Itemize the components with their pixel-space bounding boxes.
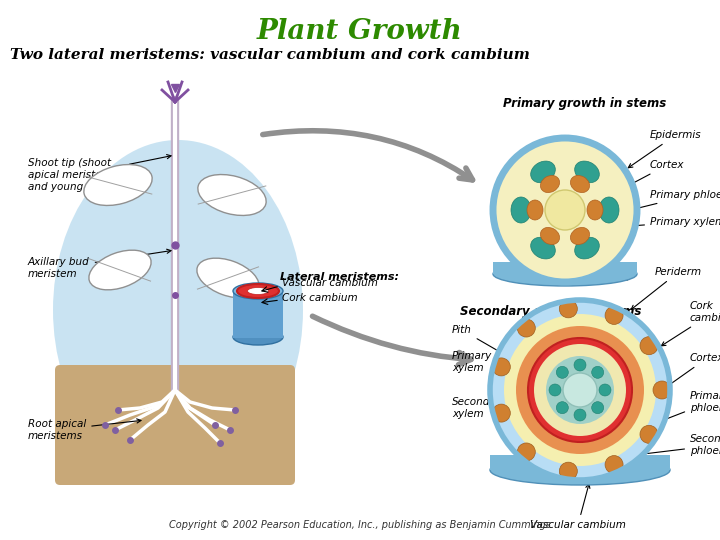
Text: Epidermis: Epidermis [629, 130, 701, 168]
Ellipse shape [490, 455, 670, 485]
Circle shape [592, 402, 603, 414]
Text: Vascular cambium: Vascular cambium [530, 484, 626, 530]
Circle shape [493, 138, 637, 282]
Ellipse shape [84, 165, 152, 205]
Ellipse shape [237, 284, 279, 298]
Ellipse shape [89, 250, 151, 290]
Circle shape [516, 326, 644, 454]
Ellipse shape [531, 237, 555, 259]
FancyBboxPatch shape [493, 262, 637, 274]
Ellipse shape [233, 329, 283, 345]
Circle shape [546, 356, 614, 424]
Circle shape [653, 381, 671, 399]
Circle shape [492, 404, 510, 422]
Ellipse shape [248, 287, 269, 294]
Text: Plant Growth: Plant Growth [257, 18, 463, 45]
Text: Shoot tip (shoot
apical meristem
and young leaves): Shoot tip (shoot apical meristem and you… [28, 154, 171, 192]
Circle shape [534, 344, 626, 436]
Ellipse shape [531, 161, 555, 183]
Circle shape [490, 300, 670, 480]
Text: Secondary growth in stems: Secondary growth in stems [460, 305, 642, 318]
Circle shape [545, 190, 585, 230]
FancyBboxPatch shape [55, 365, 295, 485]
Circle shape [640, 426, 658, 443]
Ellipse shape [575, 161, 599, 183]
Circle shape [605, 456, 623, 474]
Ellipse shape [511, 197, 531, 223]
Text: Cork
cambium: Cork cambium [662, 301, 720, 346]
Ellipse shape [541, 227, 559, 245]
Ellipse shape [541, 176, 559, 193]
Ellipse shape [527, 200, 543, 220]
Ellipse shape [197, 258, 259, 298]
Ellipse shape [570, 176, 590, 193]
Ellipse shape [570, 227, 590, 245]
Circle shape [640, 336, 658, 355]
FancyBboxPatch shape [233, 291, 283, 338]
Circle shape [592, 366, 603, 379]
Text: Axillary bud
meristem: Axillary bud meristem [28, 249, 171, 279]
Ellipse shape [233, 283, 283, 299]
Circle shape [605, 306, 623, 325]
Ellipse shape [248, 287, 269, 294]
Ellipse shape [493, 262, 637, 286]
Circle shape [559, 300, 577, 318]
Text: Cork cambium: Cork cambium [282, 293, 358, 303]
Text: Root apical
meristems: Root apical meristems [28, 419, 141, 441]
Text: Primary phloem: Primary phloem [614, 190, 720, 215]
Ellipse shape [599, 197, 619, 223]
Circle shape [517, 319, 535, 337]
Text: Two lateral meristems: vascular cambium and cork cambium: Two lateral meristems: vascular cambium … [10, 48, 530, 62]
Text: Cortex: Cortex [658, 353, 720, 393]
Text: Copyright © 2002 Pearson Education, Inc., publishing as Benjamin Cummings: Copyright © 2002 Pearson Education, Inc.… [169, 520, 551, 530]
Text: Pith: Pith [452, 325, 549, 380]
Circle shape [492, 358, 510, 376]
Text: Secondary
xylem: Secondary xylem [452, 397, 539, 446]
Text: Periderm: Periderm [631, 267, 702, 309]
FancyBboxPatch shape [490, 455, 670, 470]
Circle shape [563, 373, 597, 407]
Circle shape [549, 384, 561, 396]
Text: Pith: Pith [579, 261, 630, 283]
Text: Primary growth in stems: Primary growth in stems [503, 97, 667, 110]
Circle shape [528, 338, 632, 442]
Circle shape [557, 402, 568, 414]
Ellipse shape [237, 284, 279, 298]
Circle shape [517, 443, 535, 461]
Text: Vascular cambium: Vascular cambium [282, 278, 378, 288]
Text: Primary xylem: Primary xylem [604, 217, 720, 230]
Text: Cortex: Cortex [624, 160, 685, 188]
Text: Primary
xylem: Primary xylem [452, 351, 546, 406]
Text: Secondary
phloem: Secondary phloem [639, 434, 720, 456]
Circle shape [557, 366, 568, 379]
Circle shape [574, 359, 586, 371]
Circle shape [599, 384, 611, 396]
Circle shape [504, 314, 656, 466]
Circle shape [559, 462, 577, 480]
Ellipse shape [575, 237, 599, 259]
Text: Lateral meristems:: Lateral meristems: [280, 272, 399, 282]
Ellipse shape [53, 140, 303, 480]
Ellipse shape [198, 174, 266, 215]
Text: Primary
phloem: Primary phloem [647, 391, 720, 427]
Ellipse shape [587, 200, 603, 220]
Circle shape [574, 409, 586, 421]
